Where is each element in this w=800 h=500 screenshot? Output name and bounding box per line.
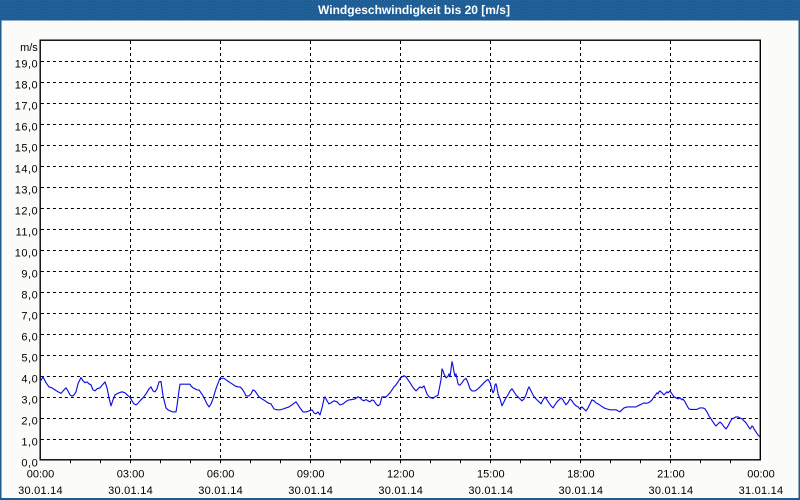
svg-text:17,0: 17,0 xyxy=(15,100,38,112)
svg-text:1,0: 1,0 xyxy=(21,436,38,448)
svg-text:30.01.14: 30.01.14 xyxy=(649,485,694,497)
svg-text:7,0: 7,0 xyxy=(21,310,38,322)
svg-text:30.01.14: 30.01.14 xyxy=(378,485,423,497)
svg-text:30.01.14: 30.01.14 xyxy=(558,485,603,497)
svg-text:Windgeschwindigkeit bis 20 [m/: Windgeschwindigkeit bis 20 [m/s] xyxy=(318,3,510,17)
svg-text:15:00: 15:00 xyxy=(477,469,505,481)
svg-text:16,0: 16,0 xyxy=(15,121,38,133)
svg-text:6,0: 6,0 xyxy=(21,331,38,343)
svg-text:14,0: 14,0 xyxy=(15,163,38,175)
svg-text:12,0: 12,0 xyxy=(15,205,38,217)
svg-text:18,0: 18,0 xyxy=(15,79,38,91)
svg-text:2,0: 2,0 xyxy=(21,415,38,427)
svg-text:15,0: 15,0 xyxy=(15,142,38,154)
svg-text:00:00: 00:00 xyxy=(27,469,55,481)
svg-text:31.01.14: 31.01.14 xyxy=(739,485,784,497)
svg-text:00:00: 00:00 xyxy=(747,469,775,481)
svg-text:11,0: 11,0 xyxy=(16,226,39,238)
svg-text:8,0: 8,0 xyxy=(21,289,38,301)
svg-text:12:00: 12:00 xyxy=(387,469,415,481)
svg-text:0,0: 0,0 xyxy=(21,457,38,469)
svg-text:m/s: m/s xyxy=(20,42,38,54)
svg-text:30.01.14: 30.01.14 xyxy=(108,485,153,497)
svg-text:10,0: 10,0 xyxy=(15,247,38,259)
svg-text:21:00: 21:00 xyxy=(657,469,685,481)
svg-text:3,0: 3,0 xyxy=(21,394,38,406)
svg-text:03:00: 03:00 xyxy=(117,469,145,481)
svg-text:06:00: 06:00 xyxy=(207,469,235,481)
svg-text:30.01.14: 30.01.14 xyxy=(468,485,513,497)
svg-text:19,0: 19,0 xyxy=(15,58,38,70)
svg-text:30.01.14: 30.01.14 xyxy=(18,485,63,497)
svg-text:09:00: 09:00 xyxy=(297,469,325,481)
svg-text:30.01.14: 30.01.14 xyxy=(198,485,243,497)
svg-text:18:00: 18:00 xyxy=(567,469,595,481)
svg-text:30.01.14: 30.01.14 xyxy=(288,485,333,497)
svg-text:4,0: 4,0 xyxy=(21,373,38,385)
svg-text:13,0: 13,0 xyxy=(15,184,38,196)
svg-text:5,0: 5,0 xyxy=(21,352,38,364)
svg-text:9,0: 9,0 xyxy=(21,268,38,280)
